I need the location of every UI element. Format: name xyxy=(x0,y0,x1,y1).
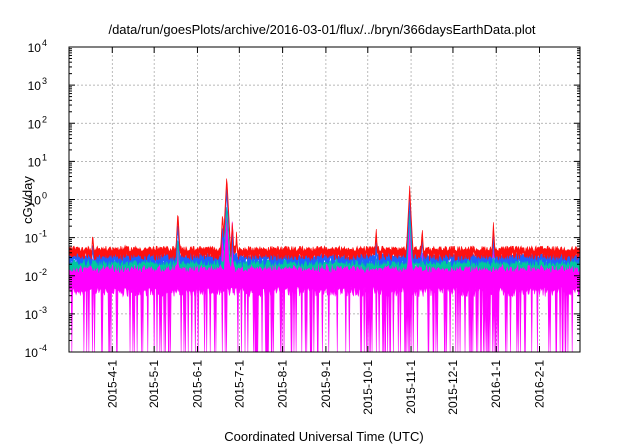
chart-title: /data/run/goesPlots/archive/2016-03-01/f… xyxy=(108,22,535,37)
x-tick-label: 2016-1-1 xyxy=(489,360,503,408)
x-tick-label: 2016-2-1 xyxy=(533,360,547,408)
x-tick-label: 2015-11-1 xyxy=(404,360,418,414)
y-tick-label: 103 xyxy=(28,76,47,93)
x-tick-label: 2015-8-1 xyxy=(276,360,290,408)
y-tick-label: 104 xyxy=(28,38,47,55)
grid xyxy=(69,47,580,352)
x-tick-labels: 2015-4-1 2015-5-1 2015-6-1 2015-7-1 2015-8-1… xyxy=(105,360,546,415)
x-tick-label: 2015-6-1 xyxy=(190,360,204,408)
y-tick-label: 10-3 xyxy=(25,305,47,322)
x-tick-label: 2015-4-1 xyxy=(105,360,119,408)
series-band-0 xyxy=(68,214,581,353)
x-tick-label: 2015-10-1 xyxy=(361,360,375,415)
x-axis-label: Coordinated Universal Time (UTC) xyxy=(224,429,423,444)
y-tick-label: 10-1 xyxy=(25,229,47,246)
series-layer xyxy=(68,178,581,353)
y-tick-label: 10-4 xyxy=(25,343,47,360)
y-axis-label: cGy/day xyxy=(20,176,35,224)
y-tick-label: 102 xyxy=(28,114,47,131)
x-tick-label: 2015-9-1 xyxy=(319,360,333,408)
x-tick-label: 2015-12-1 xyxy=(446,360,460,415)
y-tick-label: 10-2 xyxy=(25,267,47,284)
x-tick-label: 2015-7-1 xyxy=(232,360,246,408)
axis-ticks xyxy=(69,46,580,353)
series-band-3 xyxy=(68,178,581,262)
x-tick-label: 2015-5-1 xyxy=(147,360,161,408)
y-tick-label: 101 xyxy=(28,152,47,169)
